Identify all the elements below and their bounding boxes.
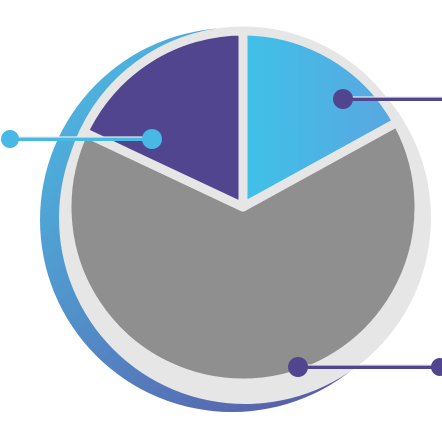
pie-slice-gray — [62, 117, 424, 388]
callout-dot-purple-outer — [1, 130, 19, 148]
callout-dot-cyan-slice — [333, 89, 353, 109]
callout-dot-gray-slice — [288, 357, 308, 377]
callout-dot-gray-outer — [431, 358, 442, 376]
callout-dot-purple-slice — [142, 129, 162, 149]
callouts — [1, 89, 442, 377]
pie-slice-cyan — [238, 26, 402, 212]
pie-slice-purple — [79, 26, 248, 212]
